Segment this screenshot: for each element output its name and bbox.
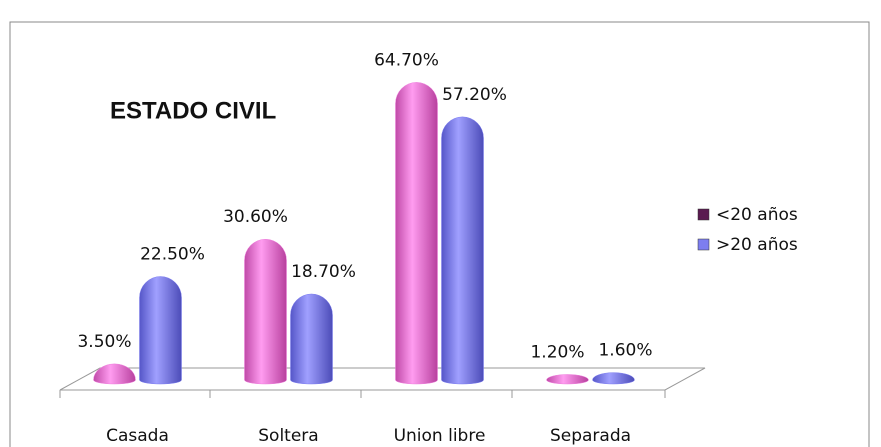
x-ticks [59,390,666,398]
bar [546,374,589,385]
legend-label: >20 años [716,235,798,255]
x-tick-label: Separada [550,426,631,446]
value-label: 57.20% [442,85,507,105]
bar [139,276,182,385]
value-label: 30.60% [223,207,288,227]
x-tick-label: Casada [106,426,169,446]
value-label: 18.70% [291,262,356,282]
bar [244,238,287,385]
value-label: 1.20% [530,342,584,362]
value-label: 3.50% [77,332,131,352]
x-tick-label: Soltera [258,426,318,446]
chart-title: ESTADO CIVIL [110,97,276,124]
value-label: 64.70% [374,50,439,70]
bar [290,293,333,385]
legend-label: <20 años [716,205,798,225]
x-tick-label: Union libre [394,426,486,446]
bar [93,363,136,385]
bar [395,82,438,385]
frame [9,21,870,447]
legend-swatch [697,208,710,221]
value-label: 22.50% [140,245,205,265]
value-label: 1.60% [598,341,652,361]
legend-swatch [697,238,710,251]
bar [441,116,484,385]
bar [592,372,635,385]
floor [59,367,706,391]
